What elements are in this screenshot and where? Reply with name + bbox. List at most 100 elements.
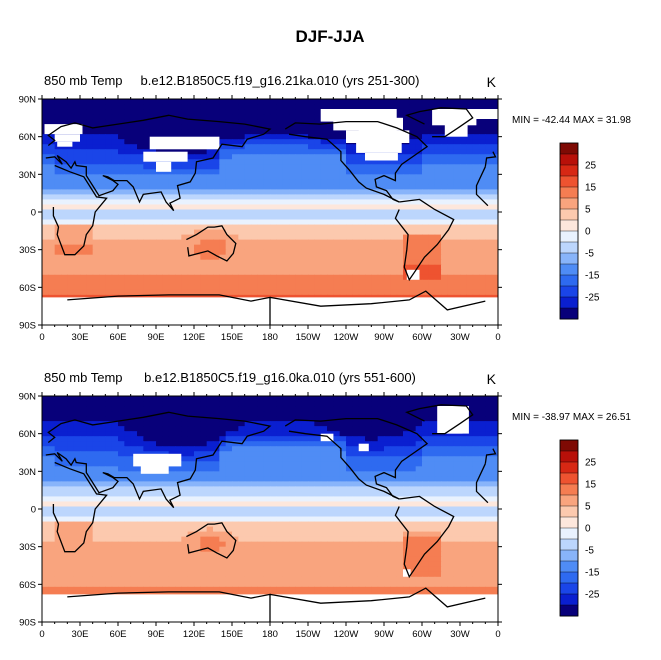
field-cell xyxy=(358,214,366,221)
field-cell xyxy=(339,254,347,261)
field-cell xyxy=(358,284,366,291)
field-cell xyxy=(200,421,208,427)
field-cell xyxy=(327,239,334,246)
field-cell xyxy=(460,224,467,231)
field-cell xyxy=(479,224,486,231)
field-cell xyxy=(143,119,151,125)
field-cell xyxy=(149,279,157,286)
field-cell xyxy=(54,104,62,110)
field-cell xyxy=(289,99,296,105)
field-cell xyxy=(428,471,436,477)
field-cell xyxy=(282,169,290,175)
field-cell xyxy=(270,431,277,437)
field-cell xyxy=(61,441,68,447)
field-cell xyxy=(415,426,423,432)
field-cell xyxy=(415,284,423,291)
field-cell xyxy=(187,199,195,206)
field-cell xyxy=(314,124,322,130)
field-cell xyxy=(137,249,144,256)
field-cell xyxy=(105,486,113,493)
field-cell xyxy=(67,259,75,266)
field-cell xyxy=(447,219,455,226)
field-cell xyxy=(111,159,119,165)
field-cell xyxy=(48,284,56,291)
field-cell xyxy=(295,476,303,482)
field-cell xyxy=(453,269,461,276)
field-cell xyxy=(428,436,436,442)
field-cell xyxy=(453,209,461,216)
field-cell xyxy=(99,279,106,286)
field-cell xyxy=(54,486,62,493)
field-cell xyxy=(244,169,252,175)
field-cell xyxy=(295,129,303,135)
field-cell xyxy=(384,184,391,190)
field-cell xyxy=(390,269,398,276)
field-cell xyxy=(73,466,81,472)
field-cell xyxy=(390,451,398,457)
field-cell xyxy=(308,491,315,498)
field-cell xyxy=(130,471,138,477)
field-cell xyxy=(295,169,303,175)
field-cell xyxy=(460,189,467,196)
field-cell xyxy=(92,431,100,437)
field-cell xyxy=(105,149,113,155)
field-cell xyxy=(295,134,303,140)
field-cell xyxy=(295,99,303,105)
field-cell xyxy=(54,184,62,190)
field-cell xyxy=(156,184,163,190)
field-cell xyxy=(257,104,265,110)
field-cell xyxy=(181,214,189,221)
field-cell xyxy=(479,446,486,452)
field-cell xyxy=(415,204,423,211)
field-cell xyxy=(314,481,322,487)
field-cell xyxy=(466,184,474,190)
field-cell xyxy=(92,289,100,296)
field-cell xyxy=(48,481,56,487)
field-cell xyxy=(251,466,258,472)
field-cell xyxy=(225,174,233,180)
field-cell xyxy=(428,401,436,407)
field-cell xyxy=(86,491,94,498)
field-cell xyxy=(149,406,157,412)
field-cell xyxy=(441,254,448,261)
field-cell xyxy=(251,179,258,185)
field-cell xyxy=(54,239,62,246)
field-cell xyxy=(118,174,125,180)
field-cell xyxy=(111,259,119,266)
field-cell xyxy=(365,274,372,281)
field-cell xyxy=(422,501,429,508)
field-cell xyxy=(42,431,49,437)
field-cell xyxy=(251,491,258,498)
field-cell xyxy=(409,486,417,493)
field-cell xyxy=(327,421,334,427)
field-cell xyxy=(48,244,56,251)
field-cell xyxy=(403,436,410,442)
field-cell xyxy=(200,416,208,422)
field-cell xyxy=(80,134,87,140)
field-cell xyxy=(308,209,315,216)
field-cell xyxy=(42,169,49,175)
field-cell xyxy=(282,109,290,115)
field-cell xyxy=(213,184,220,190)
field-cell xyxy=(67,199,75,206)
lon-label: 30E xyxy=(72,332,89,343)
field-cell xyxy=(130,244,138,251)
field-cell xyxy=(339,189,347,196)
field-cell xyxy=(434,174,442,180)
field-cell xyxy=(200,169,208,175)
field-cell xyxy=(263,284,271,291)
field-cell xyxy=(156,269,163,276)
field-cell xyxy=(314,466,322,472)
field-cell xyxy=(238,224,246,231)
field-cell xyxy=(232,109,239,115)
field-cell xyxy=(314,446,322,452)
field-cell xyxy=(447,194,455,201)
field-cell xyxy=(422,104,429,110)
field-cell xyxy=(346,436,353,442)
field-cell xyxy=(434,284,442,291)
field-cell xyxy=(352,401,360,407)
field-cell xyxy=(225,421,233,427)
field-cell xyxy=(42,114,49,120)
lon-label: 30W xyxy=(450,332,470,343)
field-cell xyxy=(422,189,429,196)
